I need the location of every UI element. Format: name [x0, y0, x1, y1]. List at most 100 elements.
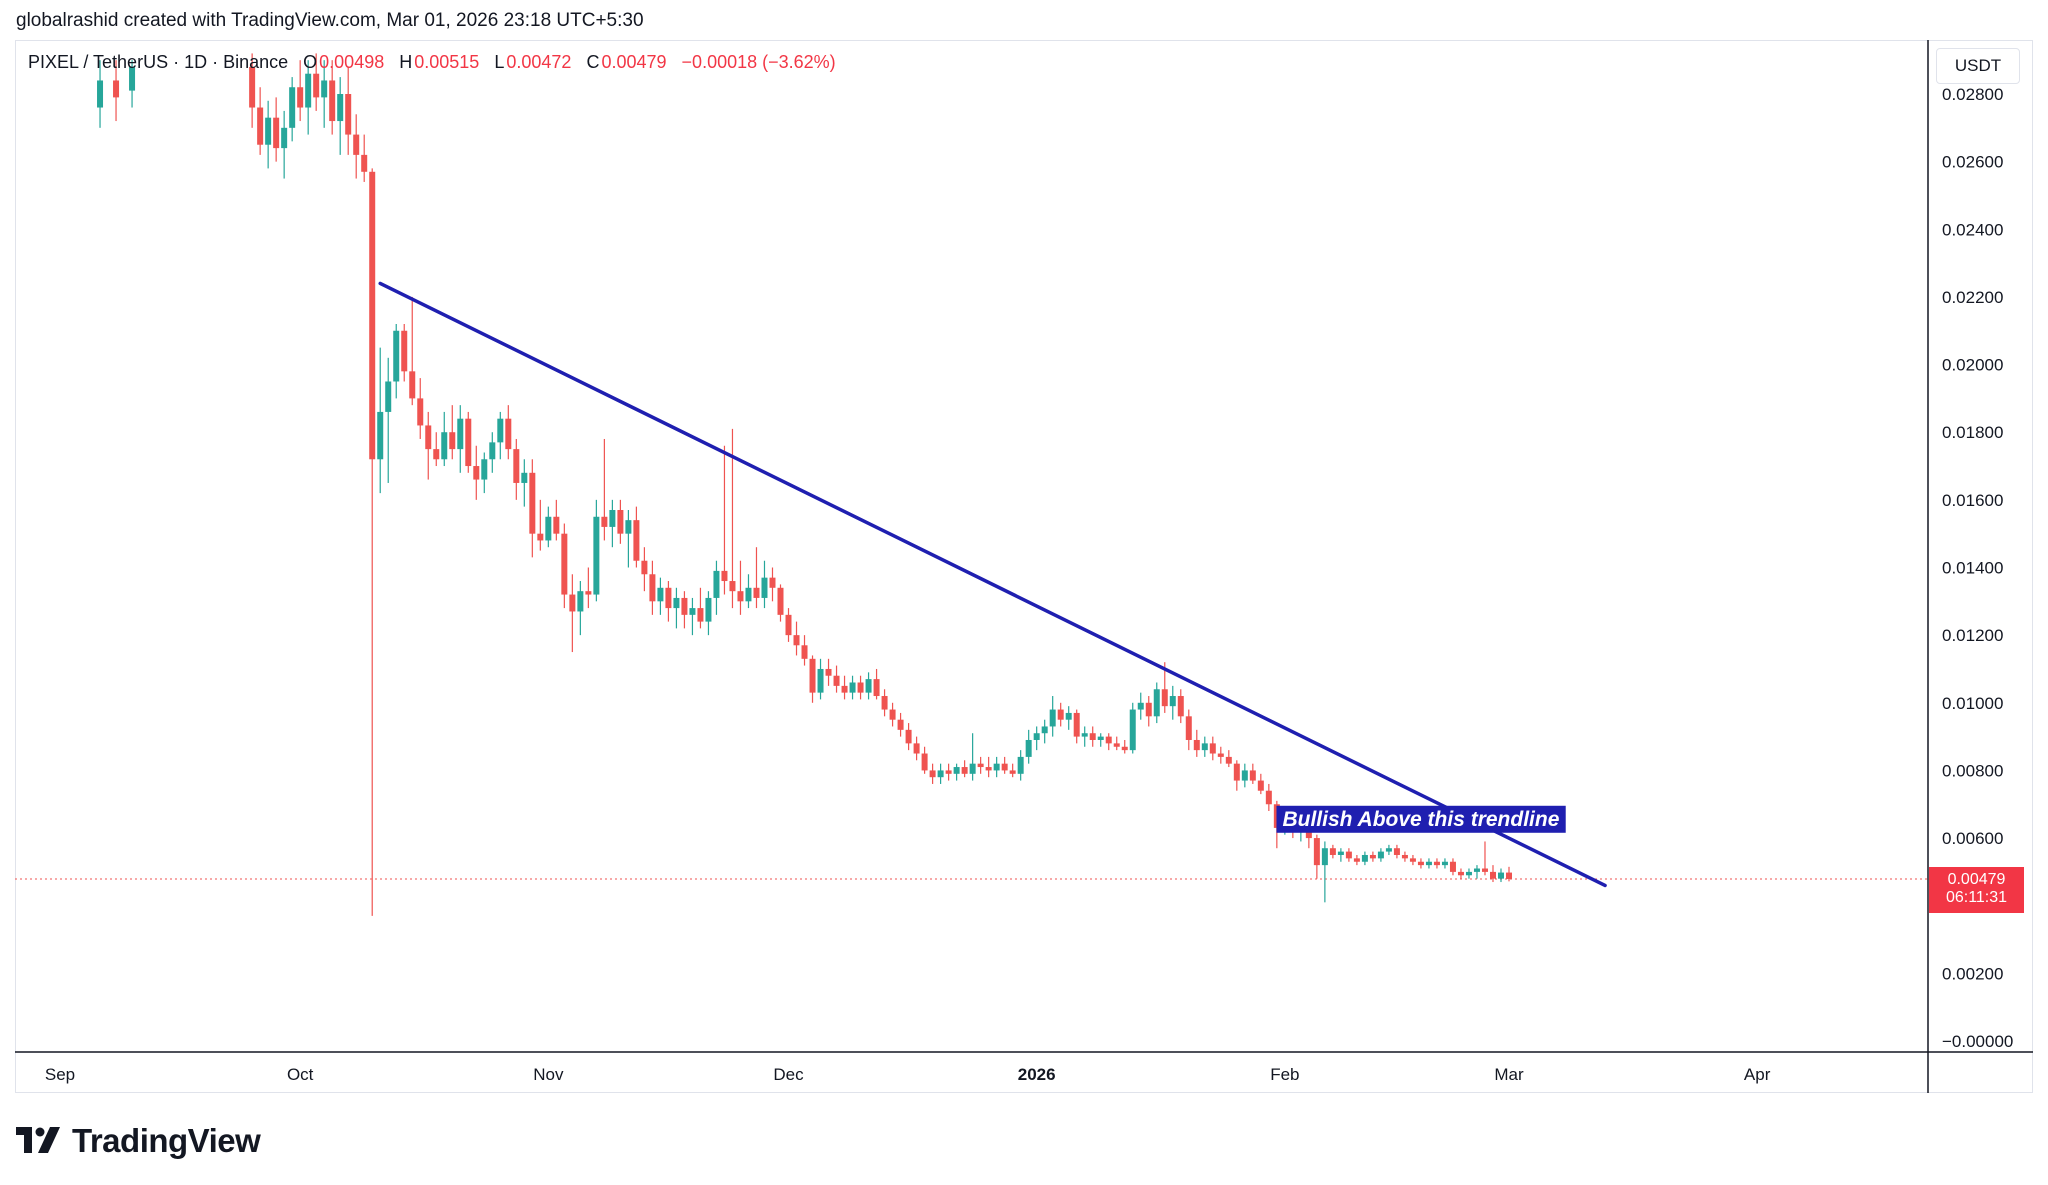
candle[interactable] [1097, 733, 1104, 747]
candle[interactable] [553, 499, 560, 541]
candle[interactable] [617, 499, 624, 544]
candle[interactable] [897, 712, 904, 737]
candle[interactable] [1441, 858, 1448, 869]
candle[interactable] [593, 499, 600, 602]
candle[interactable] [273, 97, 280, 162]
candle[interactable] [913, 736, 920, 761]
candle[interactable] [1145, 696, 1152, 727]
candle[interactable] [337, 77, 344, 155]
candle[interactable] [321, 60, 328, 128]
candle[interactable] [769, 567, 776, 602]
candle[interactable] [945, 763, 952, 781]
candle[interactable] [497, 411, 504, 460]
candle[interactable] [537, 499, 544, 551]
candle[interactable] [937, 763, 944, 784]
time-axis[interactable]: Sep Oct Nov Dec 2026 Feb Mar Apr [15, 1051, 2033, 1084]
candle[interactable] [713, 560, 720, 615]
candle[interactable] [257, 87, 264, 155]
candle[interactable] [929, 763, 936, 784]
candle[interactable] [1257, 773, 1264, 795]
candle[interactable] [1089, 726, 1096, 747]
candle[interactable] [905, 723, 912, 751]
candle[interactable] [521, 459, 528, 507]
candle[interactable] [809, 655, 816, 703]
candle[interactable] [1049, 696, 1056, 737]
candle[interactable] [953, 763, 960, 781]
candle[interactable] [1417, 858, 1424, 869]
candle[interactable] [1185, 709, 1192, 751]
candle[interactable] [1497, 868, 1504, 883]
candle[interactable] [833, 665, 840, 693]
candle[interactable] [649, 560, 656, 615]
candle[interactable] [249, 53, 256, 128]
candle[interactable] [513, 438, 520, 500]
candle[interactable] [609, 499, 616, 548]
candle[interactable] [1065, 706, 1072, 730]
candle[interactable] [1209, 736, 1216, 761]
candle[interactable] [625, 510, 632, 568]
candle[interactable] [361, 134, 368, 182]
candle[interactable] [1153, 682, 1160, 724]
candle[interactable] [825, 658, 832, 686]
candle[interactable] [801, 635, 808, 666]
candle[interactable] [1489, 865, 1496, 883]
candle[interactable] [1105, 733, 1112, 751]
candle[interactable] [1433, 858, 1440, 869]
candle[interactable] [1361, 851, 1368, 866]
candle[interactable] [865, 672, 872, 700]
candle[interactable] [737, 560, 744, 615]
candle[interactable] [313, 53, 320, 111]
candle[interactable] [465, 411, 472, 473]
candle[interactable] [1449, 858, 1456, 876]
candle[interactable] [1401, 851, 1408, 862]
candle[interactable] [97, 60, 104, 128]
candle[interactable] [1506, 866, 1512, 882]
candle[interactable] [849, 675, 856, 700]
candle[interactable] [1249, 763, 1256, 784]
candle[interactable] [545, 506, 552, 548]
candle[interactable] [377, 347, 384, 494]
candle[interactable] [673, 587, 680, 629]
candle[interactable] [1201, 736, 1208, 757]
candle[interactable] [1137, 692, 1144, 720]
candle[interactable] [873, 668, 880, 700]
candle[interactable] [457, 405, 464, 473]
candle[interactable] [401, 323, 408, 382]
candle[interactable] [793, 621, 800, 656]
candle[interactable] [473, 445, 480, 500]
candle[interactable] [1009, 763, 1016, 778]
candle[interactable] [345, 66, 352, 155]
price-axis[interactable]: 0.02800 0.02600 0.02400 0.02200 0.02000 0.018… [1927, 40, 2013, 1093]
candle[interactable] [1193, 729, 1200, 757]
candle[interactable] [1345, 848, 1352, 862]
candle[interactable] [857, 675, 864, 700]
candle[interactable] [817, 658, 824, 700]
candle[interactable] [681, 591, 688, 629]
candle[interactable] [1025, 729, 1032, 764]
candle[interactable] [1457, 868, 1464, 879]
candle[interactable] [481, 452, 488, 494]
candle[interactable] [433, 432, 440, 467]
candle[interactable] [1169, 685, 1176, 720]
candle[interactable] [1017, 750, 1024, 781]
candle[interactable] [657, 577, 664, 615]
candle[interactable] [777, 584, 784, 622]
candle[interactable] [369, 168, 376, 916]
candle[interactable] [729, 428, 736, 609]
candle[interactable] [489, 432, 496, 473]
candle[interactable] [1265, 783, 1272, 812]
candle[interactable] [1217, 746, 1224, 764]
candle[interactable] [129, 60, 136, 108]
candle[interactable] [441, 411, 448, 467]
candle[interactable] [1465, 868, 1472, 879]
candle[interactable] [385, 357, 392, 483]
candle[interactable] [1473, 865, 1480, 879]
candle[interactable] [329, 60, 336, 135]
candle[interactable] [633, 506, 640, 568]
candle[interactable] [753, 547, 760, 609]
candle[interactable] [705, 591, 712, 636]
candle[interactable] [665, 581, 672, 622]
candle[interactable] [689, 597, 696, 636]
candle[interactable] [505, 405, 512, 460]
candle[interactable] [1369, 851, 1376, 862]
